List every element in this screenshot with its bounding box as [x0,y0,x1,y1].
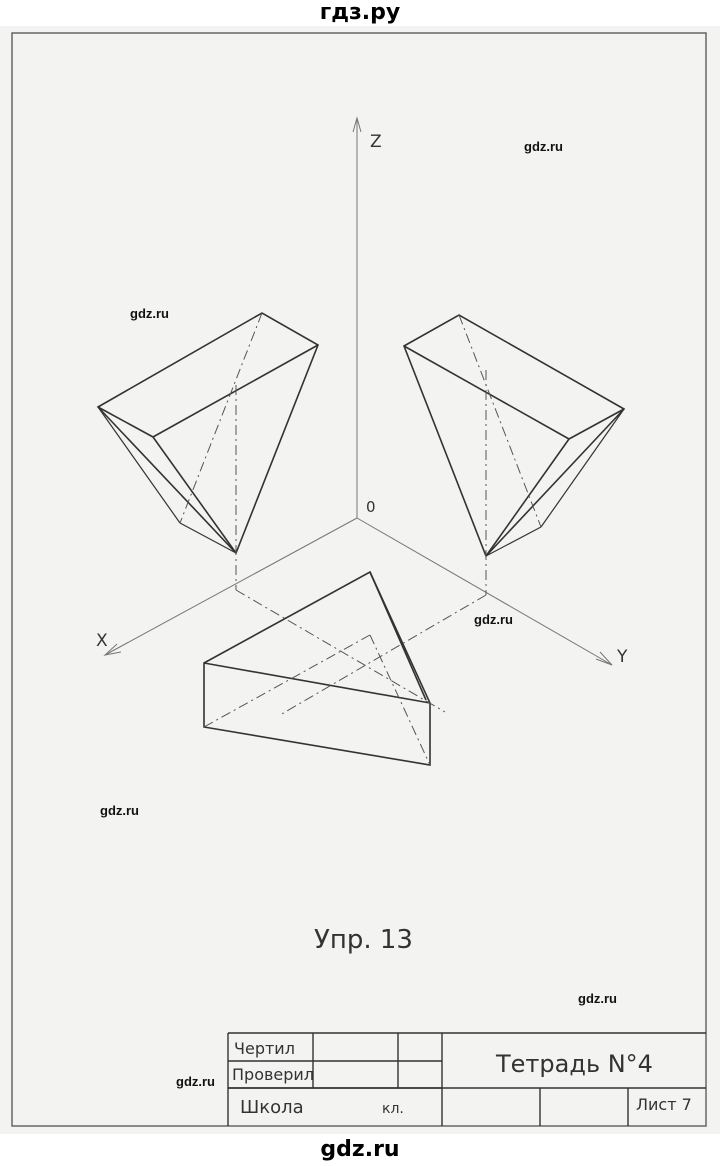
right-projection-hidden [458,314,542,595]
checked-label: Проверил [232,1065,314,1084]
z-arrow [352,116,362,133]
left-projection [96,312,319,555]
axes [103,116,613,666]
watermark: gdz.ru [130,306,169,321]
drawing-canvas: Z X Y 0 [11,32,707,1127]
origin-label: 0 [366,498,376,516]
watermark: gdz.ru [578,991,617,1006]
notebook-title: Тетрадь N°4 [495,1050,653,1078]
bottom-projection [203,570,431,766]
drawing-sheet: Z X Y 0 [0,26,720,1134]
exercise-caption: Упр. 13 [314,925,413,955]
drew-label: Чертил [234,1039,295,1058]
school-label: Школа [240,1097,304,1118]
title-block [227,1032,706,1126]
right-projection [403,314,626,558]
z-axis-label: Z [370,132,382,152]
grade-label: кл. [382,1101,404,1117]
watermark: gdz.ru [524,139,563,154]
sheet-number: Лист 7 [636,1095,692,1114]
watermark: gdz.ru [100,803,139,818]
watermark: gdz.ru [474,612,513,627]
y-axis-label: Y [616,647,628,667]
sheet-frame [11,32,707,1127]
x-axis-label: X [96,631,108,651]
bottom-projection-hidden [203,589,487,766]
y-axis [356,517,613,666]
x-axis [104,517,358,656]
site-header: гдз.ру [319,0,401,25]
site-footer: gdz.ru [320,1137,400,1162]
y-arrow [595,651,613,666]
watermark: gdz.ru [176,1074,215,1089]
left-projection-hidden [179,312,263,590]
x-arrow [103,643,122,656]
